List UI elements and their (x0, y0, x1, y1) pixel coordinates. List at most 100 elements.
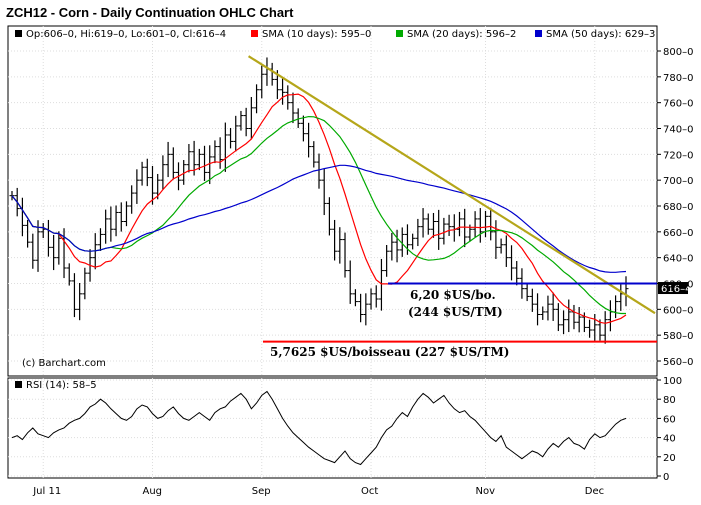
legend-sma50: SMA (50 days): 629–3 (546, 29, 655, 40)
ohlc-bar (378, 258, 384, 311)
ohlc-bar (290, 92, 296, 124)
ohlc-bar (300, 115, 306, 142)
ohlc-bar (77, 282, 83, 321)
ohlc-bar (233, 115, 239, 152)
ohlc-bar (134, 169, 140, 204)
rsi-label: RSI (14): 58–5 (26, 380, 97, 391)
ohlc-bar (280, 77, 286, 105)
ohlc-bar (25, 219, 31, 248)
ohlc-bar (155, 173, 161, 200)
ohlc-bar (488, 207, 494, 241)
ohlc-bar (555, 303, 561, 332)
ohlc-bar (108, 206, 114, 242)
ohlc-bar (425, 213, 431, 235)
support-label: 5,7625 $US/boisseau (227 $US/TM) (270, 345, 509, 359)
ohlc-bar (165, 141, 171, 178)
ohlc-bar (524, 284, 530, 302)
rsi-tick-label: 60 (663, 414, 676, 425)
ohlc-bar (295, 108, 301, 128)
x-tick-label: Sep (252, 486, 271, 497)
ohlc-bar (170, 147, 176, 180)
ohlc-bar (373, 285, 379, 308)
sma10-line (11, 93, 627, 324)
x-tick-label: Aug (142, 486, 162, 497)
ohlc-bar (540, 306, 546, 320)
x-axis: Jul 11 Aug Sep Oct Nov Dec (32, 486, 604, 497)
ohlc-bar (82, 267, 88, 300)
ohlc-bar (493, 220, 499, 259)
ohlc-bar (514, 261, 520, 286)
legend-swatch-ohlc (15, 30, 22, 37)
ohlc-bar (103, 209, 109, 244)
ohlc-bar (363, 293, 369, 326)
ohlc-bar (342, 232, 348, 278)
ohlc-bar (337, 227, 343, 264)
ohlc-bar (545, 295, 551, 321)
rsi-panel (7, 377, 658, 479)
trendline (247, 55, 656, 315)
x-tick-label: Nov (476, 486, 496, 497)
price-panel (7, 25, 658, 377)
ohlc-bar (389, 232, 395, 261)
ohlc-bar (332, 219, 338, 261)
ohlc-bar (139, 161, 145, 186)
chart-title: ZCH12 - Corn - Daily Continuation OHLC C… (6, 5, 294, 20)
ohlc-bar (316, 153, 322, 189)
x-tick-label: Jul 11 (32, 486, 61, 497)
resistance-label-1: 6,20 $US/bo. (410, 288, 496, 302)
last-price-text: 616–4 (661, 284, 691, 295)
ohlc-bar (410, 233, 416, 250)
rsi-tick-label: 20 (663, 453, 676, 464)
sma50-line (11, 164, 627, 273)
ohlc-bar (306, 122, 312, 158)
moving-averages (11, 93, 627, 324)
rsi-tick-label: 80 (663, 395, 676, 406)
ohlc-bar (472, 211, 478, 237)
ohlc-bar (535, 293, 541, 326)
legend-swatch-sma10 (251, 30, 258, 37)
ohlc-bar (384, 245, 390, 277)
ohlc-bar (321, 168, 327, 216)
ohlc-bar (56, 231, 62, 265)
ohlc-bar (66, 263, 72, 286)
ohlc-bar (149, 165, 155, 205)
ohlc-bar (352, 289, 358, 307)
x-tick-label: Oct (361, 486, 378, 497)
ohlc-bar (217, 137, 223, 169)
ohlc-bar (71, 273, 77, 318)
price-tick-label: 620–0 (663, 280, 693, 291)
ohlc-bar (602, 311, 608, 344)
ohlc-bar (415, 218, 421, 247)
price-tick-label: 800–0 (663, 47, 693, 58)
legend-ohlc: Op:606–0, Hi:619–0, Lo:601–0, Cl:616–4 (26, 29, 226, 40)
ohlc-bar (430, 212, 436, 238)
ohlc-bar (254, 84, 260, 114)
ohlc-bar (456, 211, 462, 237)
ohlc-bar (118, 202, 124, 232)
ohlc-bar (358, 293, 364, 323)
price-tick-label: 600–0 (663, 305, 693, 316)
ohlc-bar (123, 201, 129, 227)
ohlc-bar (529, 288, 535, 312)
ohlc-bar (202, 145, 208, 181)
ohlc-bar (196, 148, 202, 171)
ohlc-bar (597, 319, 603, 341)
ohlc-bar (228, 127, 234, 149)
price-axis: 800–0 780–0 760–0 740–0 720–0 700–0 680–0 660–0… (657, 47, 693, 368)
price-tick-label: 700–0 (663, 176, 693, 187)
rsi-line (11, 390, 627, 466)
legend-swatch-sma50 (535, 30, 542, 37)
price-tick-label: 680–0 (663, 202, 693, 213)
ohlc-bar (566, 299, 572, 333)
last-price-box (658, 282, 688, 295)
ohlc-bar (51, 234, 57, 271)
rsi-swatch (15, 381, 22, 388)
ohlc-bar (446, 214, 452, 236)
ohlc-bar (285, 85, 291, 110)
ohlc-bar (550, 292, 556, 321)
ohlc-bar (368, 288, 374, 310)
rsi-tick-label: 100 (663, 376, 682, 387)
legend: Op:606–0, Hi:619–0, Lo:601–0, Cl:616–4 S… (15, 29, 655, 40)
